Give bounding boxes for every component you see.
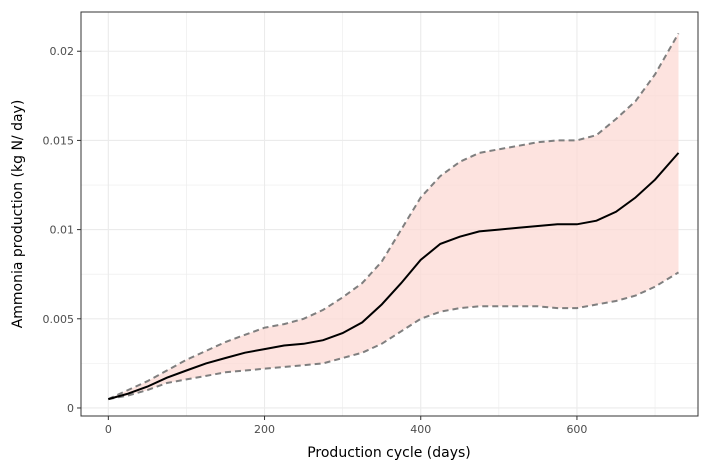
x-tick-label: 400	[410, 423, 431, 436]
y-tick-label: 0.01	[50, 224, 75, 237]
lower-bound-line	[108, 271, 680, 401]
y-tick-label: 0	[67, 402, 74, 415]
x-tick-label: 0	[105, 423, 112, 436]
y-tick-label: 0.02	[50, 45, 75, 58]
y-axis: 0 0.005 0.01 0.015 0.02	[43, 45, 81, 415]
confidence-ribbon	[108, 33, 679, 400]
upper-bound-line	[107, 32, 680, 401]
y-tick-label: 0.015	[43, 134, 75, 147]
x-axis: 0 200 400 600	[105, 416, 587, 436]
x-tick-label: 200	[254, 423, 275, 436]
x-tick-label: 600	[566, 423, 587, 436]
mean-line	[108, 152, 680, 401]
panel-border	[80, 11, 699, 417]
y-axis-title: Ammonia production (kg N/ day)	[10, 100, 26, 329]
y-tick-label: 0.005	[43, 313, 75, 326]
x-axis-title: Production cycle (days)	[307, 445, 471, 461]
